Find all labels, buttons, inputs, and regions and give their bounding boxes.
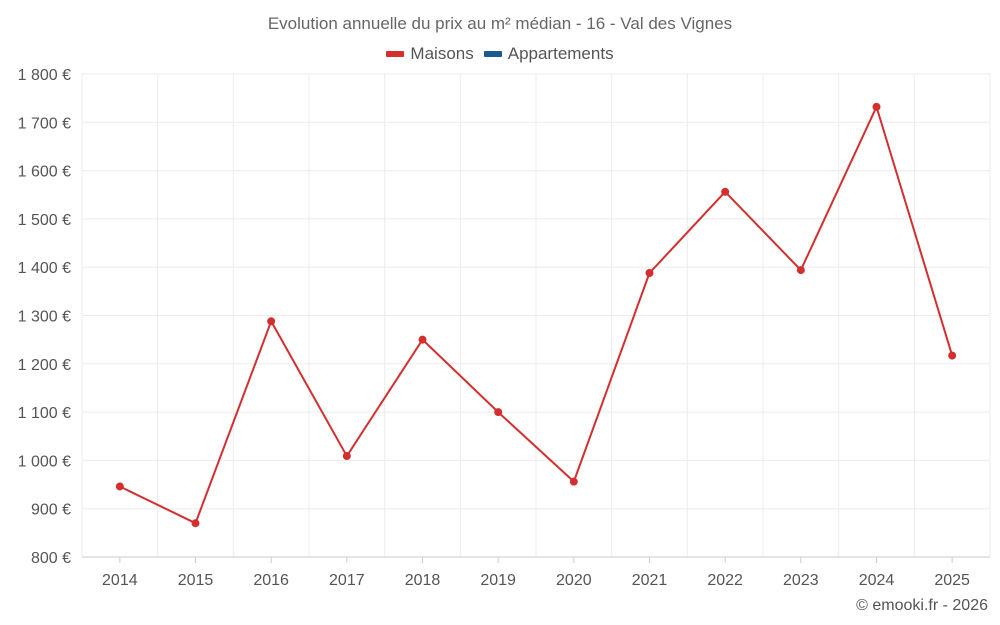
chart-title: Evolution annuelle du prix au m² médian …	[267, 14, 733, 33]
x-tick-label: 2022	[707, 572, 743, 589]
legend-swatch-maisons	[386, 51, 405, 57]
data-point	[796, 266, 805, 275]
data-point	[418, 335, 427, 344]
data-point	[569, 477, 578, 486]
y-tick-label: 1 200 €	[18, 357, 71, 374]
x-tick-label: 2016	[253, 572, 289, 589]
y-tick-label: 900 €	[31, 502, 71, 519]
data-point	[721, 187, 730, 196]
x-tick-label: 2019	[480, 572, 516, 589]
y-tick-label: 1 500 €	[18, 212, 71, 229]
y-tick-label: 1 800 €	[18, 67, 71, 84]
x-tick-label: 2021	[632, 572, 668, 589]
x-tick-label: 2024	[859, 572, 895, 589]
data-point	[115, 482, 124, 491]
data-point	[645, 268, 654, 277]
x-tick-label: 2017	[329, 572, 365, 589]
legend-label-maisons: Maisons	[410, 44, 474, 63]
y-tick-label: 800 €	[31, 550, 71, 567]
legend-label-appartements: Appartements	[507, 44, 614, 63]
legend-item-maisons[interactable]: Maisons	[386, 44, 474, 64]
data-point	[872, 102, 881, 111]
data-point	[342, 452, 351, 461]
x-tick-label: 2025	[934, 572, 970, 589]
data-point	[494, 408, 503, 417]
y-tick-label: 1 000 €	[18, 453, 71, 470]
y-tick-label: 1 700 €	[18, 115, 71, 132]
data-point	[191, 519, 200, 528]
legend-item-appartements[interactable]: Appartements	[483, 44, 614, 64]
y-tick-label: 1 400 €	[18, 260, 71, 277]
x-tick-label: 2020	[556, 572, 592, 589]
y-tick-label: 1 100 €	[18, 405, 71, 422]
data-point	[948, 351, 957, 360]
x-tick-label: 2018	[405, 572, 441, 589]
data-point	[267, 317, 276, 326]
chart-legend: Maisons Appartements	[0, 44, 1000, 64]
series-line-maisons	[119, 105, 954, 525]
legend-swatch-appartements	[483, 51, 502, 57]
x-tick-label: 2023	[783, 572, 819, 589]
copyright-credit: © emooki.fr - 2026	[856, 597, 988, 614]
x-tick-label: 2015	[178, 572, 214, 589]
x-tick-label: 2014	[102, 572, 138, 589]
y-tick-label: 1 600 €	[18, 164, 71, 181]
y-tick-label: 1 300 €	[18, 309, 71, 326]
